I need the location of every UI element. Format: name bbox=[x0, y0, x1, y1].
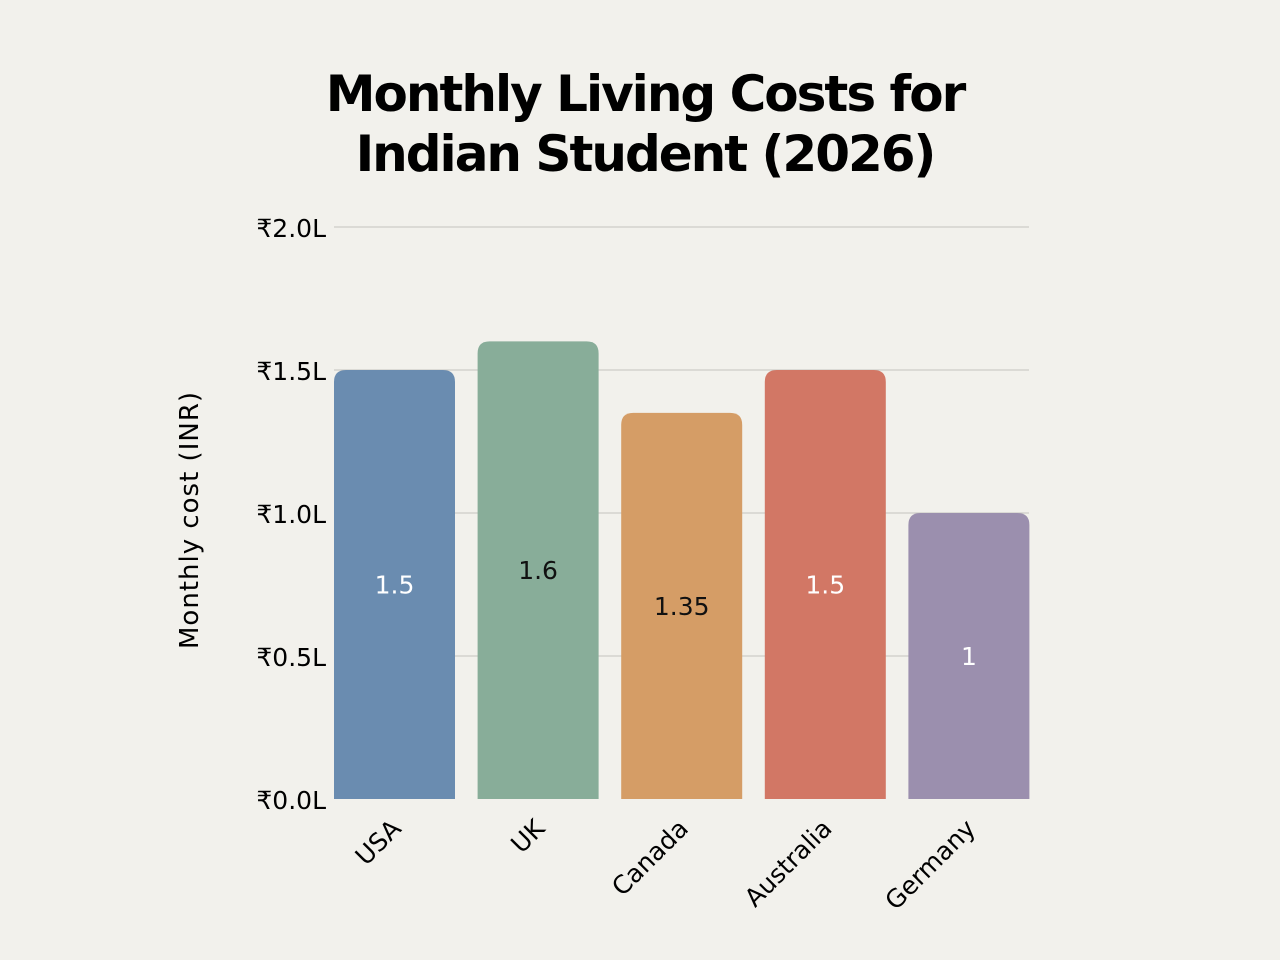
data-label: 1 bbox=[961, 642, 977, 671]
data-label: 1.6 bbox=[518, 556, 558, 585]
y-tick-label: ₹0.0L bbox=[256, 786, 326, 815]
data-label: 1.35 bbox=[654, 592, 710, 621]
bar-canada bbox=[621, 412, 743, 799]
y-tick-label: ₹1.0L bbox=[256, 500, 326, 529]
y-tick-label: ₹0.5L bbox=[256, 643, 326, 672]
y-tick-label: ₹2.0L bbox=[256, 214, 326, 243]
data-label: 1.5 bbox=[375, 571, 415, 600]
x-tick-label: UK bbox=[505, 813, 550, 858]
bar-germany bbox=[908, 513, 1030, 799]
x-tick-label: USA bbox=[350, 814, 407, 871]
bar-uk bbox=[477, 341, 599, 799]
x-tick-label: Canada bbox=[606, 814, 694, 902]
x-tick-label: Australia bbox=[739, 814, 838, 913]
chart-title-line-2: Indian Student (2026) bbox=[355, 125, 937, 183]
chart-title: Monthly Living Costs for Indian Student … bbox=[0, 64, 1280, 184]
bar-usa bbox=[334, 370, 455, 799]
y-tick-label: ₹1.5L bbox=[256, 357, 326, 386]
y-axis-label: Monthly cost (INR) bbox=[175, 391, 205, 649]
bar-australia bbox=[764, 370, 886, 799]
chart-title-line-1: Monthly Living Costs for bbox=[325, 65, 967, 123]
x-tick-label: Germany bbox=[879, 814, 981, 916]
data-label: 1.5 bbox=[805, 571, 845, 600]
